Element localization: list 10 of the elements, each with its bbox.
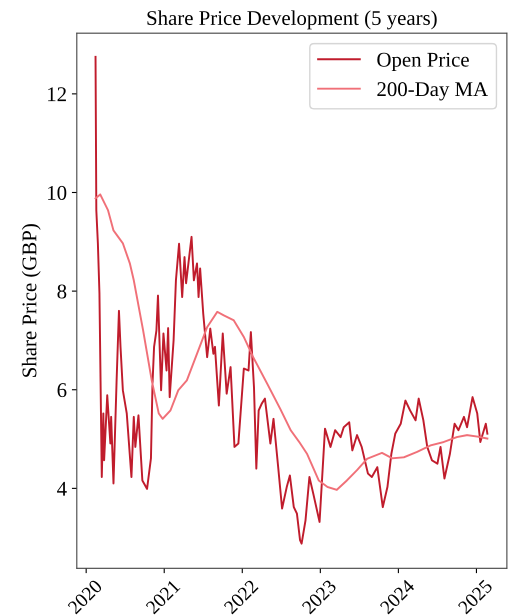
chart-title: Share Price Development (5 years) [147, 10, 437, 30]
y-tick-label: 6 [58, 383, 66, 398]
y-tick-label: 4 [57, 482, 67, 496]
y-axis-title: Share Price (GBP) [22, 224, 41, 377]
y-tick-label: 10 [48, 186, 66, 200]
y-tick-label: 12 [48, 87, 66, 102]
line-series [94, 193, 488, 491]
legend-label: Open Price [377, 52, 469, 71]
y-tick-label: 8 [57, 284, 66, 299]
legend-label: 200-Day MA [377, 82, 488, 100]
